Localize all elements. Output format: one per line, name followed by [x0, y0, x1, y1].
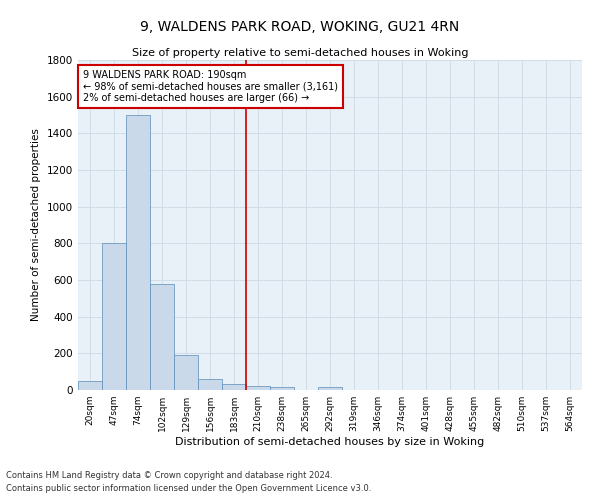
- Y-axis label: Number of semi-detached properties: Number of semi-detached properties: [31, 128, 41, 322]
- Text: Contains HM Land Registry data © Crown copyright and database right 2024.: Contains HM Land Registry data © Crown c…: [6, 470, 332, 480]
- Bar: [150, 284, 174, 390]
- Bar: [102, 244, 126, 390]
- Bar: [126, 115, 150, 390]
- Text: Size of property relative to semi-detached houses in Woking: Size of property relative to semi-detach…: [132, 48, 468, 58]
- Text: 9, WALDENS PARK ROAD, WOKING, GU21 4RN: 9, WALDENS PARK ROAD, WOKING, GU21 4RN: [140, 20, 460, 34]
- Bar: [222, 384, 246, 390]
- Bar: [78, 381, 102, 390]
- Text: 9 WALDENS PARK ROAD: 190sqm
← 98% of semi-detached houses are smaller (3,161)
2%: 9 WALDENS PARK ROAD: 190sqm ← 98% of sem…: [83, 70, 338, 103]
- Bar: [318, 387, 342, 390]
- Bar: [246, 386, 270, 390]
- X-axis label: Distribution of semi-detached houses by size in Woking: Distribution of semi-detached houses by …: [175, 437, 485, 447]
- Text: Contains public sector information licensed under the Open Government Licence v3: Contains public sector information licen…: [6, 484, 371, 493]
- Bar: [174, 355, 198, 390]
- Bar: [270, 387, 294, 390]
- Bar: [198, 379, 222, 390]
